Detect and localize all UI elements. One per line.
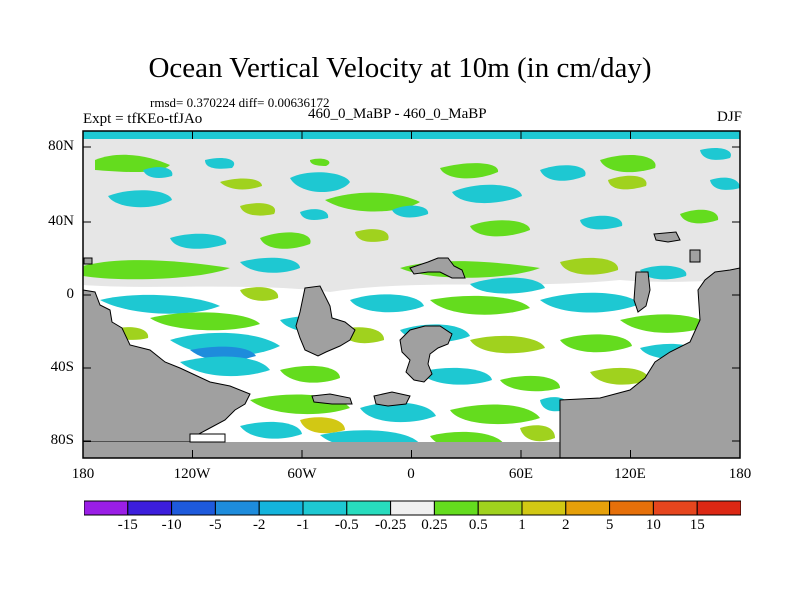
season-label: DJF — [716, 109, 742, 125]
colorbar-swatch — [346, 500, 392, 516]
colorbar-label: -10 — [161, 517, 182, 533]
colorbar-label: 10 — [645, 517, 661, 533]
x-tick-label: 180 — [71, 466, 95, 482]
colorbar-label: 1 — [518, 517, 526, 533]
y-tick-label: 80S — [50, 432, 74, 448]
colorbar-swatch — [609, 500, 654, 516]
colorbar-label: -2 — [252, 517, 266, 533]
colorbar-swatch — [652, 500, 698, 516]
x-tick-label: 0 — [407, 466, 415, 482]
velocity-patches-north — [95, 147, 740, 249]
y-tick-label: 40S — [50, 359, 74, 375]
period-label: 460_0_MaBP - 460_0_MaBP — [308, 106, 487, 122]
colorbar-label: 15 — [689, 517, 705, 533]
colorbar-swatch — [84, 500, 129, 516]
colorbar-label: 5 — [605, 517, 614, 533]
colorbar-swatch — [258, 500, 304, 516]
colorbar — [84, 500, 741, 516]
x-tick-label: 120E — [614, 466, 646, 482]
stats-label: rmsd= 0.370224 diff= 0.00636172 — [150, 95, 330, 110]
colorbar-swatch — [214, 500, 260, 516]
x-tick-label: 60E — [508, 466, 534, 482]
colorbar-swatch — [390, 500, 435, 516]
x-axis-ticks — [82, 131, 741, 458]
colorbar-swatch — [477, 500, 523, 516]
y-tick-label: 0 — [66, 286, 75, 302]
colorbar-swatch — [171, 500, 216, 516]
colorbar-label: 0.5 — [468, 517, 488, 533]
x-tick-label: 120W — [173, 466, 211, 482]
colorbar-label: -15 — [117, 517, 138, 533]
colorbar-label: -0.5 — [334, 517, 359, 533]
colorbar-swatch — [127, 500, 173, 516]
x-tick-label: 60W — [287, 466, 317, 482]
y-axis-ticks — [83, 146, 740, 442]
colorbar-label: 2 — [562, 517, 570, 533]
y-tick-label: 40N — [48, 213, 74, 229]
colorbar-label: -0.25 — [374, 517, 407, 533]
colorbar-swatch — [302, 500, 348, 516]
colorbar-swatch — [696, 500, 741, 516]
colorbar-swatch — [433, 500, 479, 516]
colorbar-label: -1 — [296, 517, 310, 533]
plot-title: Ocean Vertical Velocity at 10m (in cm/da… — [148, 52, 652, 84]
colorbar-label: -5 — [209, 517, 222, 533]
colorbar-swatch — [521, 500, 567, 516]
experiment-label: Expt = tfKEo-tfJAo — [83, 111, 203, 127]
x-tick-label: 180 — [728, 466, 752, 482]
y-tick-label: 80N — [48, 138, 74, 154]
colorbar-label: 0.25 — [421, 517, 448, 533]
colorbar-swatch — [565, 500, 611, 516]
